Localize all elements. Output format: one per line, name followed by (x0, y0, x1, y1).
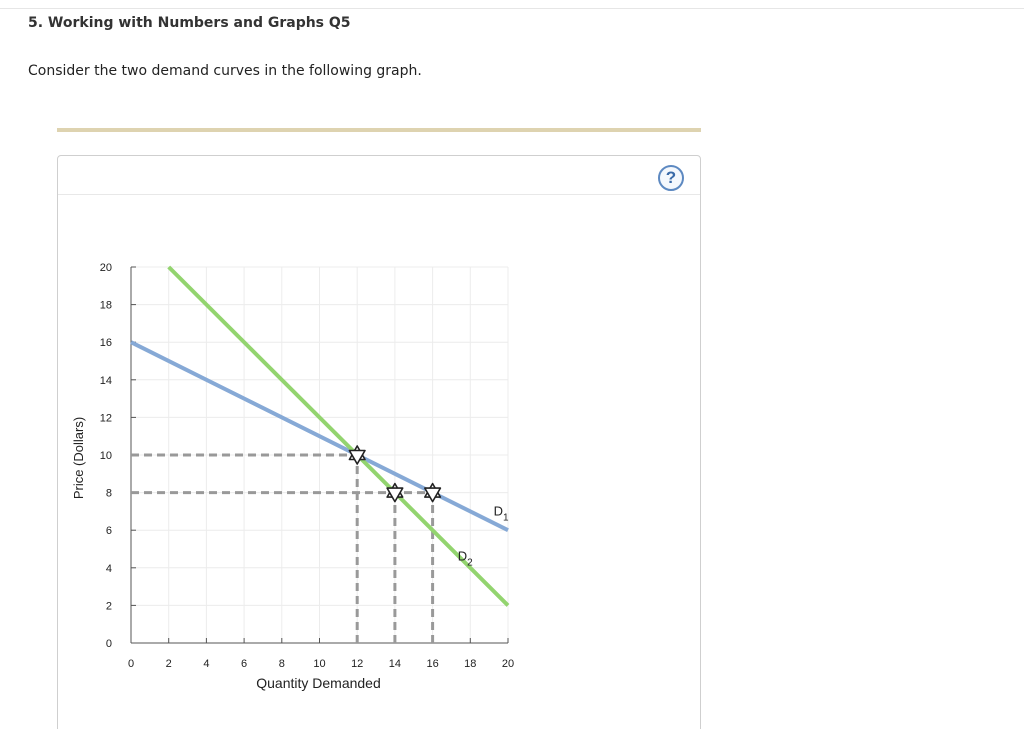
question-title: 5. Working with Numbers and Graphs Q5 (28, 15, 351, 31)
x-tick-label: 2 (166, 658, 172, 670)
demand-curve-d2 (167, 265, 510, 607)
demand-curve-d1 (130, 340, 509, 532)
panel-header-divider (58, 194, 700, 195)
y-tick-label: 6 (106, 525, 112, 537)
x-tick-label: 0 (128, 658, 134, 670)
top-divider (0, 8, 1024, 9)
y-tick-label: 4 (106, 563, 112, 575)
intersection-markers (348, 445, 442, 503)
graph-panel: ? (57, 155, 701, 729)
intersection-marker (424, 482, 442, 503)
curve-label-d1: D1 (494, 503, 509, 523)
help-button[interactable]: ? (658, 165, 684, 191)
dashed-guides (131, 453, 435, 643)
x-tick-label: 6 (241, 658, 247, 670)
y-tick-label: 12 (100, 412, 112, 424)
y-tick-label: 16 (100, 337, 112, 349)
y-tick-label: 14 (100, 375, 112, 387)
x-tick-label: 18 (464, 658, 476, 670)
x-tick-label: 14 (389, 658, 401, 670)
x-tick-label: 8 (279, 658, 285, 670)
x-tick-label: 20 (502, 658, 514, 670)
intersection-marker (348, 445, 366, 465)
y-tick-label: 18 (100, 300, 112, 312)
curve-label-d2: D2 (458, 549, 473, 569)
x-tick-label: 10 (313, 658, 325, 670)
x-tick-label: 4 (203, 658, 209, 670)
y-tick-label: 0 (106, 638, 112, 650)
intersection-marker (386, 482, 404, 503)
chart-labels: Quantity Demanded Price (Dollars) D1 D2 (71, 417, 509, 691)
y-tick-label: 20 (100, 262, 112, 274)
y-axis-label: Price (Dollars) (71, 417, 86, 499)
section-divider (57, 128, 701, 132)
y-tick-label: 10 (100, 450, 112, 462)
demand-curves (130, 265, 510, 607)
axes: 0 2 4 6 8 10 12 14 16 18 20 0 2 4 6 8 10 12 14 16 18 20 (100, 262, 514, 670)
question-prompt: Consider the two demand curves in the fo… (28, 63, 422, 79)
x-tick-label: 12 (351, 658, 363, 670)
y-tick-label: 8 (106, 488, 112, 500)
x-tick-label: 16 (426, 658, 438, 670)
x-axis-label: Quantity Demanded (256, 675, 381, 691)
y-tick-label: 2 (106, 600, 112, 612)
